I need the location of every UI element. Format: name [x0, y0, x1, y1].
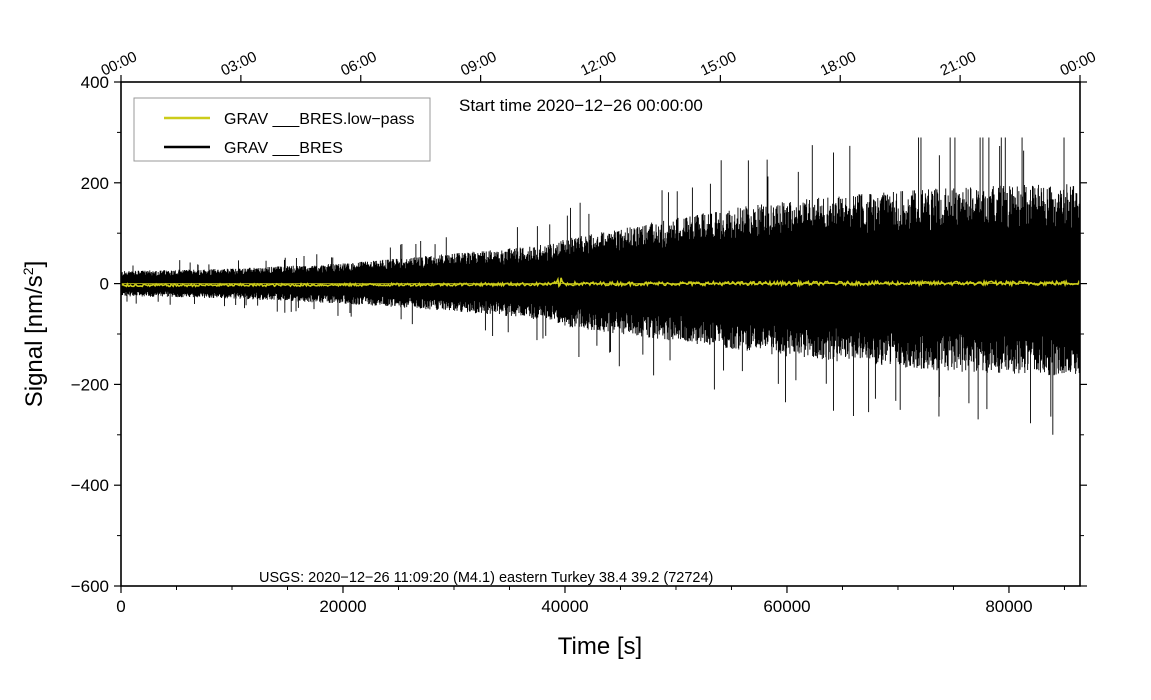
top-tick-label: 12:00	[578, 48, 619, 79]
y-tick-label: 400	[81, 73, 109, 92]
legend-label-raw: GRAV ___BRES	[224, 140, 343, 157]
x-axis-title: Time [s]	[558, 633, 642, 660]
start-time-annotation: Start time 2020−12−26 00:00:00	[459, 96, 703, 115]
x-tick-label: 60000	[763, 597, 810, 616]
top-tick-label: 15:00	[698, 48, 739, 79]
y-tick-label: 0	[100, 275, 109, 294]
x-tick-label: 0	[116, 597, 125, 616]
y-tick-label: −600	[71, 577, 109, 596]
top-tick-label: 00:00	[98, 48, 139, 79]
legend-label-low-pass: GRAV ___BRES.low−pass	[224, 111, 414, 128]
low-pass-series	[120, 276, 1081, 289]
axes: 400 200 0 −200 −400 −600 0 20000 40000 60000 80000	[71, 73, 1087, 616]
top-tick-label: 09:00	[458, 48, 499, 79]
plot-area	[120, 137, 1081, 435]
y-axis-title: Signal [nm/s2]	[20, 261, 48, 408]
x-tick-label: 20000	[319, 597, 366, 616]
legend-box	[133, 97, 431, 162]
top-tick-label: 18:00	[818, 48, 859, 79]
x-tick-label: 80000	[985, 597, 1032, 616]
top-tick-label: 03:00	[218, 48, 259, 79]
top-tick-label: 06:00	[338, 48, 379, 79]
top-tick-label: 00:00	[1057, 48, 1098, 79]
x-tick-label: 40000	[541, 597, 588, 616]
top-time-axis: 00:00 03:00 06:00 09:00 12:00 15:00 18:00 21:00…	[98, 48, 1098, 79]
event-annotation: USGS: 2020−12−26 11:09:20 (M4.1) eastern…	[259, 570, 713, 586]
y-tick-label: −400	[71, 476, 109, 495]
top-tick-label: 21:00	[938, 48, 979, 79]
legend: GRAV ___BRES.low−pass GRAV ___BRES	[133, 97, 431, 162]
y-tick-label: 200	[81, 174, 109, 193]
y-tick-label: −200	[71, 375, 109, 394]
